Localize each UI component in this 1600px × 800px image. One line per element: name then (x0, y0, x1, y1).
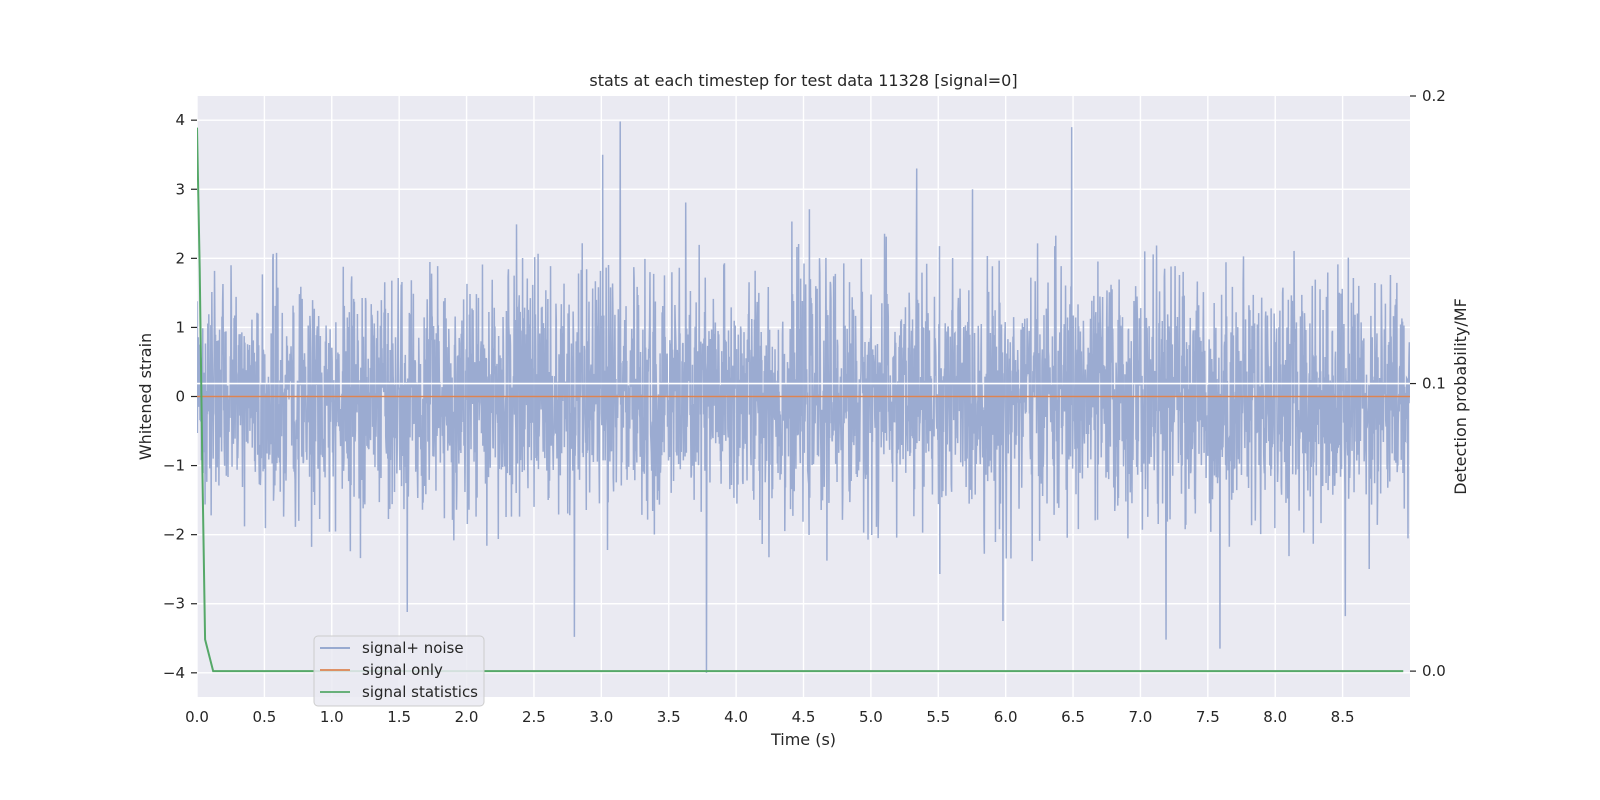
y-tick-label-2: 2 (175, 249, 185, 267)
y-right-tick-label-1: 0.1 (1422, 375, 1446, 393)
y-tick-label-3: 1 (175, 318, 185, 336)
legend-entry-signal-statistics: signal statistics (362, 683, 478, 701)
y-axis-ticks: 4 3 2 1 0 −1 −2 −3 −4 (163, 111, 197, 682)
y-tick-label-4: 0 (175, 388, 185, 406)
y-axis-right-label: Detection probability/MF (1451, 298, 1470, 495)
y-tick-label-1: 3 (175, 180, 185, 198)
legend-entry-signal-noise: signal+ noise (362, 639, 464, 657)
y-axis-label: Whitened strain (136, 333, 155, 460)
x-tick-label-0: 0.0 (185, 708, 209, 726)
x-tick-label-17: 8.5 (1331, 708, 1355, 726)
x-tick-label-12: 6.0 (994, 708, 1018, 726)
x-tick-label-2: 1.0 (320, 708, 344, 726)
x-tick-label-4: 2.0 (455, 708, 479, 726)
y-right-tick-label-0: 0.2 (1422, 87, 1446, 105)
y-right-tick-label-2: 0.0 (1422, 662, 1446, 680)
legend-entry-signal-only: signal only (362, 661, 443, 679)
x-tick-label-8: 4.0 (724, 708, 748, 726)
series-signal-noise (197, 121, 1410, 673)
y-axis-right-ticks: 0.2 0.1 0.0 (1410, 87, 1446, 680)
legend-box (313, 635, 485, 707)
x-tick-label-9: 4.5 (792, 708, 816, 726)
y-tick-label-5: −1 (163, 457, 185, 475)
x-axis-label: Time (s) (770, 730, 836, 749)
x-tick-label-5: 2.5 (522, 708, 546, 726)
y-tick-label-6: −2 (163, 526, 185, 544)
x-tick-label-7: 3.5 (657, 708, 681, 726)
x-tick-label-6: 3.0 (589, 708, 613, 726)
plot-area (196, 96, 1410, 697)
x-tick-label-13: 6.5 (1061, 708, 1085, 726)
y-tick-label-7: −3 (163, 595, 185, 613)
y-tick-label-8: −4 (163, 664, 185, 682)
x-tick-label-11: 5.5 (926, 708, 950, 726)
x-tick-label-14: 7.0 (1129, 708, 1153, 726)
x-tick-label-10: 5.0 (859, 708, 883, 726)
chart-title: stats at each timestep for test data 113… (589, 71, 1017, 90)
y-tick-label-0: 4 (175, 111, 185, 129)
legend: signal+ noise signal only signal statist… (313, 635, 485, 707)
x-tick-label-15: 7.5 (1196, 708, 1220, 726)
x-tick-label-16: 8.0 (1263, 708, 1287, 726)
x-tick-label-3: 1.5 (387, 708, 411, 726)
x-axis-ticks: 0.0 0.5 1.0 1.5 2.0 2.5 3.0 3.5 4.0 4.5 5.0 5.5 6.0 6… (185, 708, 1354, 726)
x-tick-label-1: 0.5 (252, 708, 276, 726)
